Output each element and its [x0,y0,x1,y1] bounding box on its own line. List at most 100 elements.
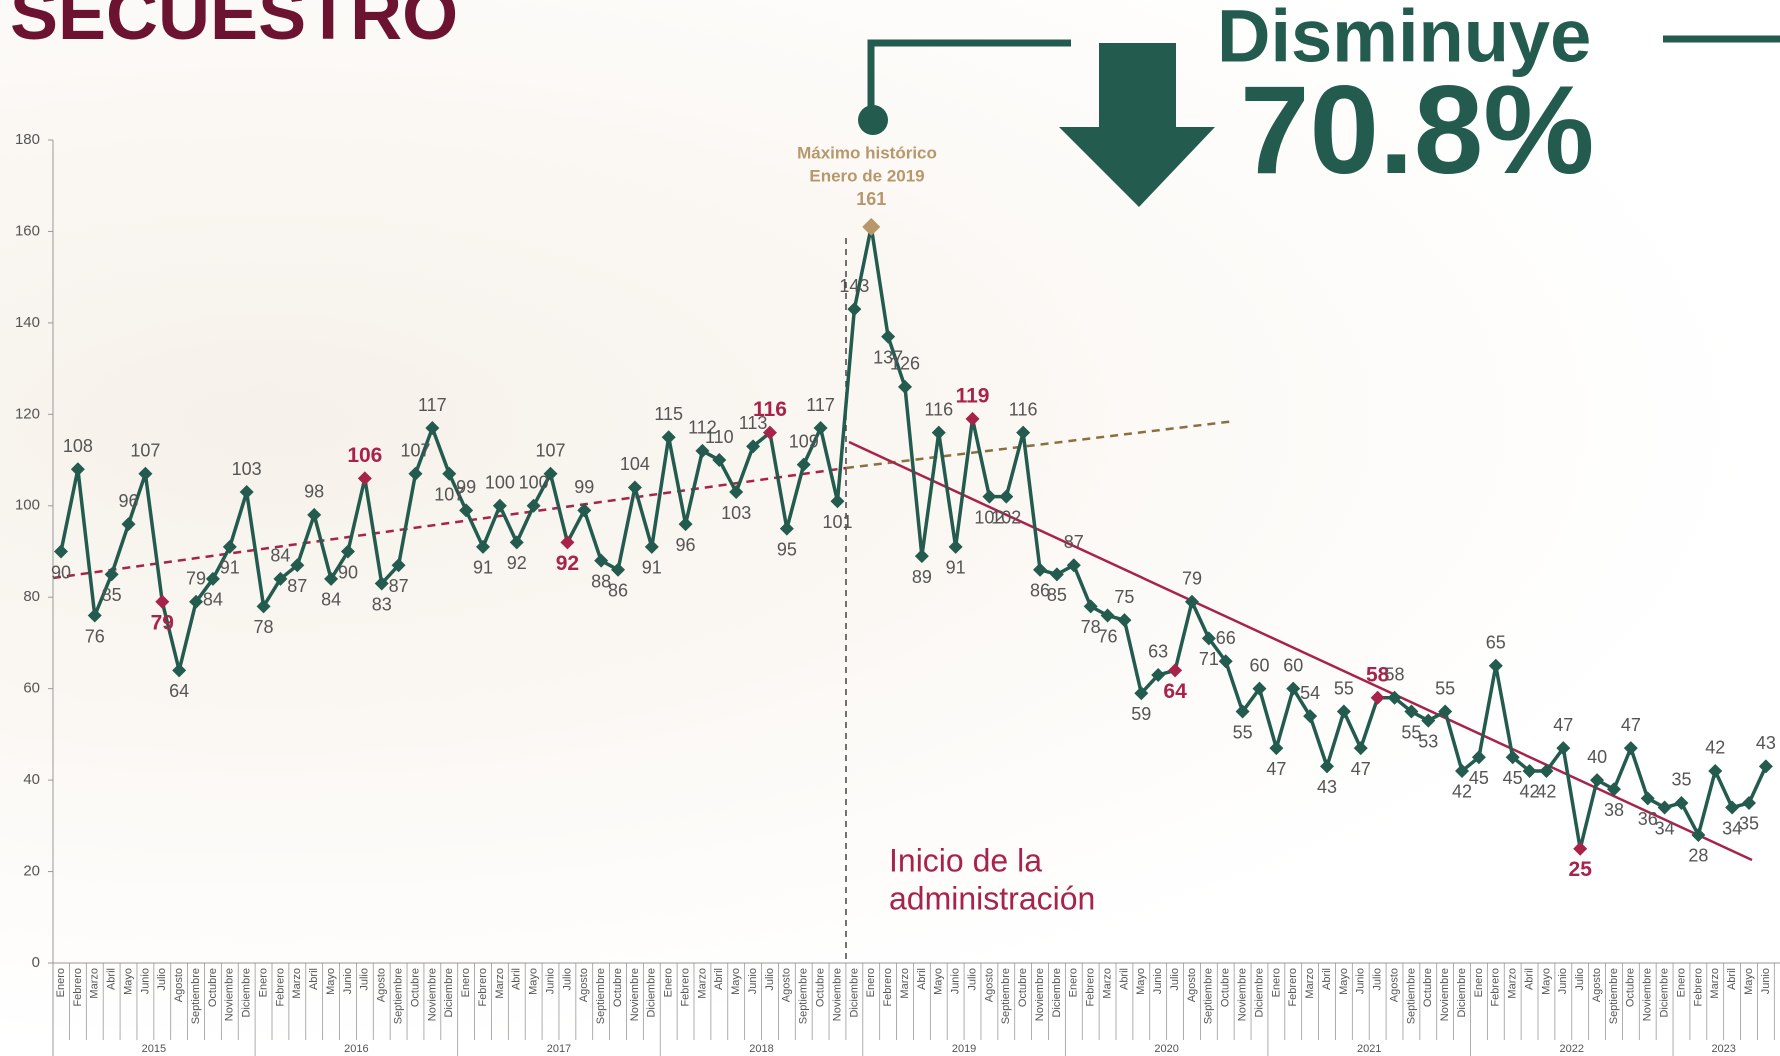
x-tick-label: Septiembre [1405,968,1417,1024]
data-label: 76 [1098,626,1118,646]
data-label: 96 [676,535,696,555]
x-tick-label: Octubre [1625,968,1637,1007]
marker [1742,795,1756,810]
x-tick-label: Abril [916,968,928,990]
marker [862,217,881,236]
annotation: Enero de 2019 [809,166,924,185]
x-tick-label: Junio [1760,968,1772,994]
data-label: 55 [1233,722,1253,742]
marker [1421,713,1436,728]
marker [155,594,170,609]
marker [1134,686,1149,701]
x-tick-label: Mayo [1743,968,1755,995]
x-tick-label: Septiembre [595,968,607,1024]
x-tick-label: Septiembre [190,968,202,1024]
data-label: 100 [519,473,549,493]
data-label: 96 [119,491,139,511]
data-label: 43 [1756,733,1776,753]
x-tick-label: Febrero [882,968,894,1007]
marker [189,594,204,609]
year-label: 2018 [749,1043,773,1055]
marker [340,544,355,559]
x-tick-label: Septiembre [393,968,405,1024]
marker [1336,704,1351,719]
x-tick-label: Junio [342,968,354,994]
marker [847,302,862,317]
data-label: 90 [51,562,71,582]
x-tick-label: Febrero [477,968,489,1007]
data-label: 91 [642,558,662,578]
marker [1404,704,1419,719]
data-label: 86 [1030,581,1050,601]
x-tick-label: Noviembre [426,968,438,1021]
x-tick-label: Diciembre [1456,968,1468,1018]
x-tick-label: Febrero [1287,968,1299,1007]
x-tick-label: Diciembre [443,968,455,1018]
x-tick-label: Octubre [1017,968,1029,1007]
x-tick-label: Febrero [1692,968,1704,1007]
x-tick-label: Septiembre [798,968,810,1024]
annotation: administración [889,880,1095,916]
marker [442,466,457,481]
marker [1522,763,1537,778]
marker [1657,800,1672,815]
marker [1387,690,1402,705]
y-tick-label: 40 [23,771,40,788]
x-tick-label: Septiembre [1000,968,1012,1024]
data-label: 53 [1418,731,1438,751]
marker [881,329,896,344]
data-label: 84 [321,590,341,610]
x-tick-label: Marzo [494,968,506,999]
x-tick-label: Agosto [376,968,388,1002]
marker [543,466,558,481]
x-tick-label: Octubre [1220,968,1232,1007]
x-tick-label: Junio [1152,968,1164,994]
data-label: 34 [1722,818,1742,838]
x-tick-label: Septiembre [1203,968,1215,1024]
data-label: 47 [1553,715,1573,735]
data-label: 106 [347,444,382,467]
x-tick-label: Noviembre [224,968,236,1021]
x-tick-label: Marzo [1101,968,1113,999]
marker [1674,795,1689,810]
x-tick-label: Agosto [1186,968,1198,1002]
data-label: 42 [1520,782,1540,802]
data-label: 107 [400,441,430,461]
marker [1438,704,1453,719]
y-tick-label: 160 [15,222,40,239]
x-tick-label: Mayo [1540,968,1552,995]
data-label: 59 [1131,704,1151,724]
data-label: 87 [389,576,409,596]
x-tick-label: Noviembre [831,968,843,1021]
marker [729,485,744,500]
y-tick-label: 20 [23,863,40,880]
y-tick-label: 140 [15,314,40,331]
marker [948,539,963,554]
data-label: 79 [151,611,174,634]
x-tick-label: Noviembre [1034,968,1046,1021]
x-tick-label: Noviembre [1237,968,1249,1021]
x-tick-label: Noviembre [1642,968,1654,1021]
data-label: 79 [186,569,206,589]
x-tick-label: Febrero [1490,968,1502,1007]
marker [324,571,339,586]
marker [1691,827,1706,842]
marker [999,489,1014,504]
x-tick-label: Junio [950,968,962,994]
year-label: 2016 [344,1043,368,1055]
marker [256,599,271,614]
x-tick-label: Abril [713,968,725,990]
x-tick-label: Junio [747,968,759,994]
data-label: 161 [856,189,886,209]
marker [172,663,187,678]
marker [273,571,288,586]
marker [762,425,777,440]
marker [509,535,524,550]
data-label: 85 [102,585,122,605]
y-tick-label: 60 [23,680,40,697]
data-label: 66 [1216,628,1236,648]
marker [1539,763,1554,778]
data-label: 47 [1351,759,1371,779]
x-tick-label: Marzo [899,968,911,999]
x-tick-label: Mayo [1338,968,1350,995]
